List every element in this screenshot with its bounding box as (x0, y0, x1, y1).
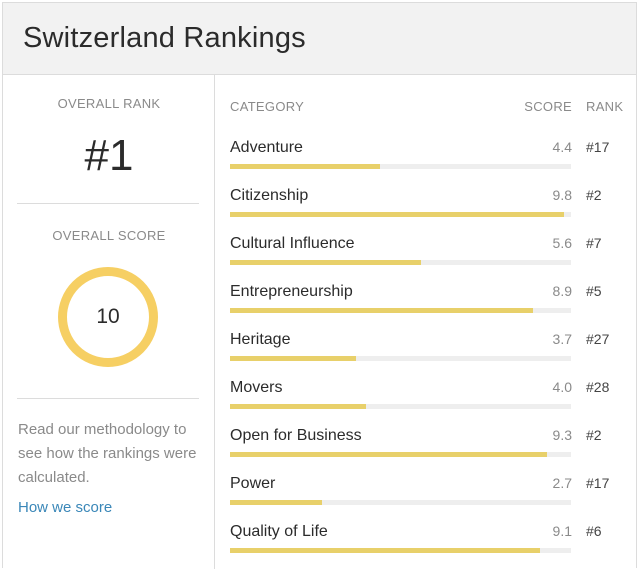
category-rank: #6 (586, 523, 602, 539)
category-name: Movers (230, 379, 283, 396)
category-name: Cultural Influence (230, 235, 355, 252)
category-score: 9.8 (552, 187, 572, 203)
score-bar-fill (230, 500, 323, 505)
score-bar-track (230, 500, 571, 505)
score-bar-fill (230, 212, 565, 217)
score-bar-track (230, 212, 571, 217)
category-rank: #7 (586, 235, 602, 251)
category-name: Citizenship (230, 187, 309, 204)
table-row: Adventure 4.4 #17 (216, 139, 638, 187)
category-name: Entrepreneurship (230, 283, 353, 300)
table-row: Movers 4.0 #28 (216, 379, 638, 427)
category-rank: #17 (586, 139, 610, 155)
category-rank: #2 (586, 427, 602, 443)
category-score: 3.7 (552, 331, 572, 347)
category-name: Adventure (230, 139, 303, 156)
table-row: Heritage 3.7 #27 (216, 331, 638, 379)
category-rank: #27 (586, 331, 610, 347)
rank-header: RANK (586, 99, 624, 114)
score-bar-track (230, 308, 571, 313)
category-rank: #17 (586, 475, 610, 491)
card-header: Switzerland Rankings (3, 3, 636, 75)
category-rank: #28 (586, 379, 610, 395)
score-bar-fill (230, 308, 534, 313)
overall-score-value: 10 (96, 305, 120, 328)
methodology-text: Read our methodology to see how the rank… (18, 421, 197, 486)
score-bar-track (230, 260, 571, 265)
category-score: 4.0 (552, 379, 572, 395)
score-bar-track (230, 404, 571, 409)
divider (17, 203, 199, 204)
score-bar-track (230, 356, 571, 361)
score-header: SCORE (524, 99, 572, 114)
category-name: Open for Business (230, 427, 362, 444)
category-name: Power (230, 475, 276, 492)
category-rank: #5 (586, 283, 602, 299)
score-bar-fill (230, 164, 381, 169)
category-name: Heritage (230, 331, 291, 348)
score-bar-track (230, 452, 571, 457)
overall-score-label: OVERALL SCORE (52, 228, 166, 243)
table-row: Power 2.7 #17 (216, 475, 638, 523)
category-table: CATEGORY SCORE RANK Adventure 4.4 #17 Citiz… (216, 75, 638, 569)
divider (17, 398, 199, 399)
category-score: 9.3 (552, 427, 572, 443)
category-score: 8.9 (552, 283, 572, 299)
page-title: Switzerland Rankings (23, 22, 306, 54)
score-bar-fill (230, 452, 548, 457)
category-name: Quality of Life (230, 523, 328, 540)
table-row: Quality of Life 9.1 #6 (216, 523, 638, 571)
overall-score-ring: 10 (58, 267, 158, 367)
category-score: 9.1 (552, 523, 572, 539)
category-score: 5.6 (552, 235, 572, 251)
category-score: 2.7 (552, 475, 572, 491)
score-bar-track (230, 164, 571, 169)
category-header: CATEGORY (230, 99, 305, 114)
table-row: Cultural Influence 5.6 #7 (216, 235, 638, 283)
table-row: Open for Business 9.3 #2 (216, 427, 638, 475)
overall-rank-label: OVERALL RANK (57, 96, 161, 111)
score-bar-fill (230, 356, 357, 361)
category-score: 4.4 (552, 139, 572, 155)
score-bar-fill (230, 404, 367, 409)
score-bar-fill (230, 548, 541, 553)
table-row: Citizenship 9.8 #2 (216, 187, 638, 235)
category-rank: #2 (586, 187, 602, 203)
overall-rank-value: #1 (84, 131, 134, 180)
score-bar-fill (230, 260, 421, 265)
overall-panel: OVERALL RANK #1 OVERALL SCORE 10 Read ou… (3, 75, 215, 569)
score-bar-track (230, 548, 571, 553)
table-row: Entrepreneurship 8.9 #5 (216, 283, 638, 331)
how-we-score-link[interactable]: How we score (18, 499, 113, 516)
